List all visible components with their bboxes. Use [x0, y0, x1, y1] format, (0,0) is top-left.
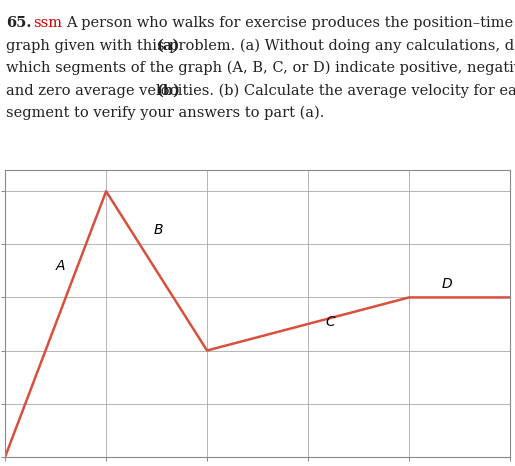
Text: (a): (a) [157, 39, 180, 53]
Text: segment to verify your answers to part (a).: segment to verify your answers to part (… [6, 106, 324, 120]
Text: 65.: 65. [6, 16, 31, 30]
Text: ssm: ssm [33, 16, 62, 30]
Text: B: B [154, 223, 164, 237]
Text: and zero average velocities. ​(b) Calculate the average velocity for each: and zero average velocities. ​(b) Calcul… [6, 83, 515, 98]
Text: D: D [442, 277, 452, 291]
Text: (b): (b) [157, 83, 181, 97]
Text: A: A [56, 259, 65, 273]
Text: C: C [325, 315, 335, 329]
Text: which segments of the graph (A, B, C, or D) indicate positive, negative,: which segments of the graph (A, B, C, or… [6, 61, 515, 75]
Text: graph given with this problem. ​(a) Without doing any calculations, decide: graph given with this problem. ​(a) With… [6, 39, 515, 53]
Text: A person who walks for exercise produces the position–time: A person who walks for exercise produces… [66, 16, 513, 30]
